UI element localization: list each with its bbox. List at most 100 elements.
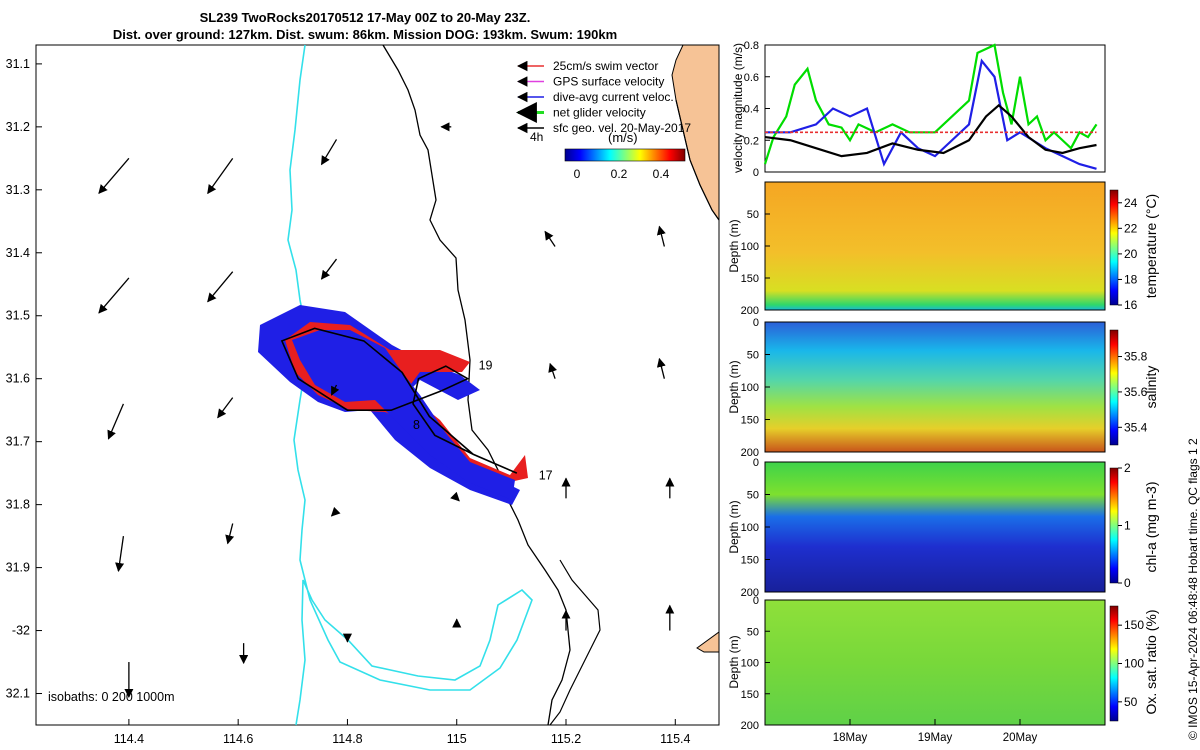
depth-tick-label: 100 — [741, 241, 759, 253]
salinity-colorbar — [1109, 329, 1119, 446]
geo-velocity-arrow — [207, 271, 234, 303]
time-tick-label: 18May — [833, 732, 868, 744]
cbar-tick-label: 35.4 — [1124, 420, 1148, 434]
salinity-field — [765, 322, 1105, 452]
depth-tick-label: 150 — [741, 555, 759, 567]
depth-tick-label: 0 — [753, 457, 759, 469]
cbar-tick-label: 100 — [1124, 657, 1144, 671]
oxygen-colorbar — [1109, 605, 1119, 722]
map-ytick-label: 31.8 — [6, 498, 30, 512]
geo-velocity-arrow — [225, 523, 235, 545]
isobath-200m — [382, 44, 571, 726]
cbar-tick-label: 22 — [1124, 221, 1138, 235]
speed-colorbar-ticks: 0 0.2 0.4 — [574, 167, 670, 181]
cbar-tick-label: 16 — [1124, 298, 1138, 312]
geo-velocity-arrow — [115, 536, 125, 573]
depth-tick-label: 150 — [741, 415, 759, 427]
velocity-series-line — [763, 43, 1098, 165]
map-ytick-label: 31.1 — [6, 57, 30, 71]
isobath-0m — [549, 99, 720, 726]
velocity-series-line — [764, 103, 1097, 158]
geo-velocity-arrow — [330, 506, 341, 517]
map-ytick-label: 31.3 — [6, 183, 30, 197]
legend-item-label: net glider velocity — [553, 106, 646, 120]
cbar-tick-label: 20 — [1124, 247, 1138, 261]
map-xtick-label: 115 — [447, 732, 467, 746]
chla-cbar-label: chl-a (mg m-3) — [1143, 481, 1159, 572]
geo-vectors — [98, 122, 675, 698]
geo-velocity-arrow — [544, 230, 556, 247]
oxygen-field — [765, 600, 1105, 725]
legend-item-label: sfc geo. vel. 20-May-2017 — [553, 121, 691, 135]
colorbar-tick-label: 0.2 — [611, 167, 628, 181]
colorbar-tick-label: 0.4 — [653, 167, 670, 181]
legend-item-label: dive-avg current veloc. — [553, 90, 674, 104]
map-xtick-label: 114.8 — [332, 732, 362, 746]
chart-title-line2: Dist. over ground: 127km. Dist. swum: 86… — [112, 27, 618, 42]
depth-tick-label: 200 — [741, 587, 759, 599]
map-panel: 17 19 8 25cm/s swim vector GPS surface velo… — [6, 44, 720, 746]
day-label: 19 — [479, 358, 493, 372]
map-legend: 25cm/s swim vector GPS surface velocitydi… — [515, 59, 691, 135]
day-labels: 17 19 8 — [413, 358, 553, 482]
current-swath-inner — [292, 330, 515, 500]
map-ytick-label: 32.1 — [6, 687, 30, 701]
map-ytick-label: 31.9 — [6, 561, 30, 575]
map-ytick-label: 31.5 — [6, 309, 30, 323]
depth-tick-label: 0 — [753, 317, 759, 329]
map-ytick-label: -32 — [12, 624, 30, 638]
depth-tick-label: 50 — [747, 350, 759, 362]
velocity-ytick-label: 0.6 — [744, 72, 759, 84]
glider-track — [280, 327, 518, 474]
velocity-series — [763, 43, 1098, 170]
oxygen-panel: Depth (m) Ox. sat. ratio (%) — [727, 599, 1159, 726]
geo-velocity-arrow — [98, 157, 130, 195]
geo-velocity-arrow — [320, 258, 338, 280]
velocity-ytick-label: 0.2 — [744, 135, 759, 147]
velocity-ytick-label: 0.4 — [744, 104, 759, 116]
depth-tick-label: 100 — [741, 522, 759, 534]
velocity-ylabel: velocity magnitude (m/s) — [731, 43, 745, 173]
geo-velocity-arrow — [656, 357, 666, 379]
day-label: 17 — [539, 468, 553, 482]
velocity-panel: 0 0.2 0.4 0.6 0.8 velocity magnitude (m/s) — [731, 40, 1106, 179]
geo-velocity-arrow — [107, 403, 125, 440]
map-xtick-label: 115.4 — [660, 732, 690, 746]
depth-tick-label: 100 — [741, 658, 759, 670]
oxygen-cbar-label: Ox. sat. ratio (%) — [1143, 609, 1159, 714]
salinity-panel: Depth (m) salinity — [727, 321, 1159, 453]
chart-title-line1: SL239 TwoRocks20170512 17-May 00Z to 20-… — [199, 10, 531, 25]
cbar-tick-label: 0 — [1124, 576, 1131, 590]
isobath-1000m — [287, 44, 533, 726]
velocity-ytick-label: 0 — [753, 167, 759, 179]
salinity-cbar-label: salinity — [1143, 366, 1159, 409]
cbar-tick-label: 2 — [1124, 461, 1131, 475]
colorbar-tick-label: 0 — [574, 167, 581, 181]
isobaths-label: isobaths: 0 200 1000m — [48, 690, 174, 704]
oxygen-ylabel: Depth (m) — [727, 635, 741, 688]
velocity-ytick-label: 0.8 — [744, 40, 759, 52]
cbar-tick-label: 24 — [1124, 196, 1138, 210]
velocity-axes: 0 0.2 0.4 0.6 0.8 — [744, 40, 770, 179]
chla-field — [765, 462, 1105, 592]
geo-velocity-arrow — [207, 157, 234, 195]
colorbar-title: (m/s) — [608, 130, 638, 145]
map-ytick-label: 31.7 — [6, 435, 30, 449]
depth-tick-label: 150 — [741, 273, 759, 285]
depth-tick-label: 150 — [741, 689, 759, 701]
depth-tick-label: 50 — [747, 626, 759, 638]
temperature-colorbar — [1109, 189, 1119, 306]
cbar-tick-label: 18 — [1124, 272, 1138, 286]
cbar-tick-label: 1 — [1124, 519, 1131, 533]
depth-tick-label: 200 — [741, 305, 759, 317]
geo-velocity-arrow — [450, 491, 460, 502]
cbar-tick-label: 35.8 — [1124, 350, 1148, 364]
time-tick-label: 20May — [1003, 732, 1038, 744]
map-ytick-label: 31.2 — [6, 120, 30, 134]
geo-velocity-arrow — [330, 384, 340, 396]
geo-velocity-arrow — [656, 225, 666, 247]
land-island — [696, 631, 720, 653]
time-tick-label: 19May — [918, 732, 953, 744]
geo-velocity-arrow — [217, 397, 234, 419]
